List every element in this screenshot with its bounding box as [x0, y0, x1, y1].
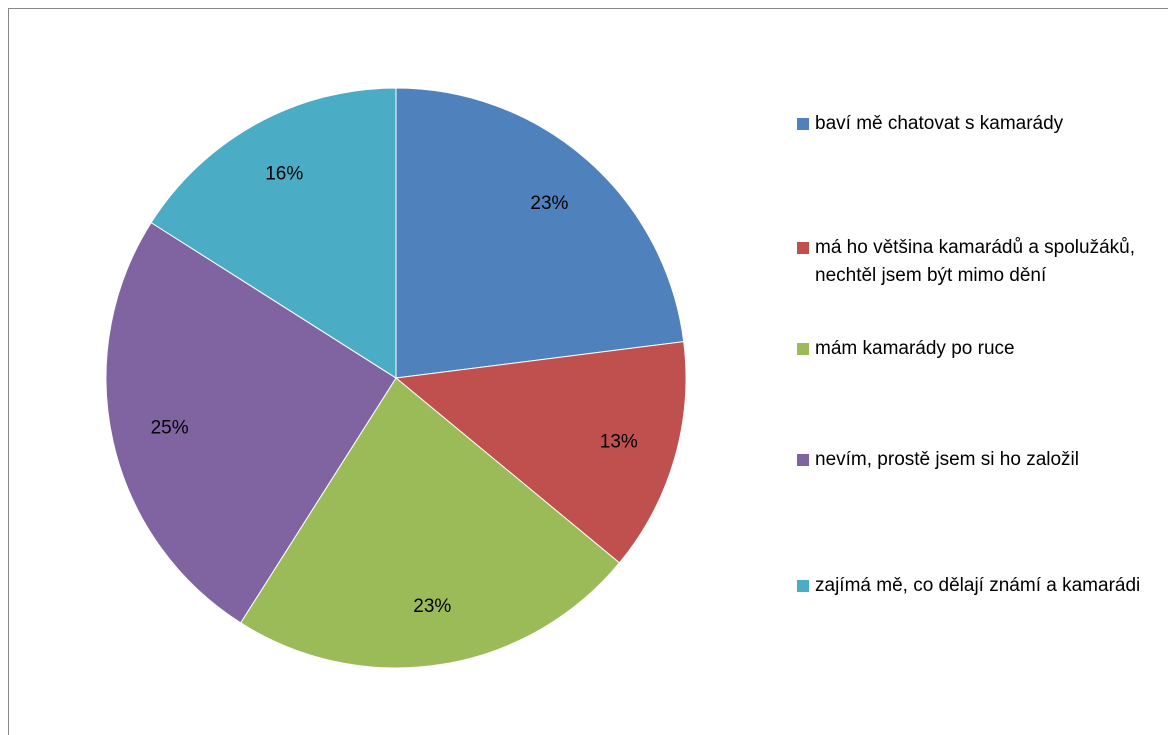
legend-label: baví mě chatovat s kamarády [815, 113, 1064, 134]
legend-label: mám kamarády po ruce [815, 338, 1015, 359]
legend-item: má ho většina kamarádů a spolužáků, nech… [797, 234, 1147, 290]
legend-swatch [797, 454, 809, 466]
legend-label: má ho většina kamarádů a spolužáků, nech… [815, 237, 1136, 286]
legend-swatch [797, 118, 809, 130]
chart-border [8, 8, 1168, 735]
legend-swatch [797, 242, 809, 254]
data-label: 23% [530, 193, 568, 214]
data-label: 13% [600, 432, 638, 453]
legend-item: nevím, prostě jsem si ho založil [797, 446, 1147, 474]
pie-slice [150, 87, 397, 379]
legend-swatch [797, 580, 809, 592]
pie-slice [395, 87, 685, 379]
legend-label: nevím, prostě jsem si ho založil [815, 449, 1079, 470]
data-label: 23% [413, 596, 451, 617]
legend-label: zajímá mě, co dělají známí a kamarádi [815, 575, 1141, 596]
legend-item: baví mě chatovat s kamarády [797, 110, 1147, 138]
pie-slice [239, 377, 621, 669]
data-label: 16% [265, 164, 303, 185]
legend-item: mám kamarády po ruce [797, 335, 1147, 363]
legend-swatch [797, 343, 809, 355]
legend-item: zajímá mě, co dělají známí a kamarádi [797, 572, 1147, 600]
data-label: 25% [151, 418, 189, 439]
pie-slice [394, 341, 687, 564]
pie-slice [105, 221, 397, 624]
